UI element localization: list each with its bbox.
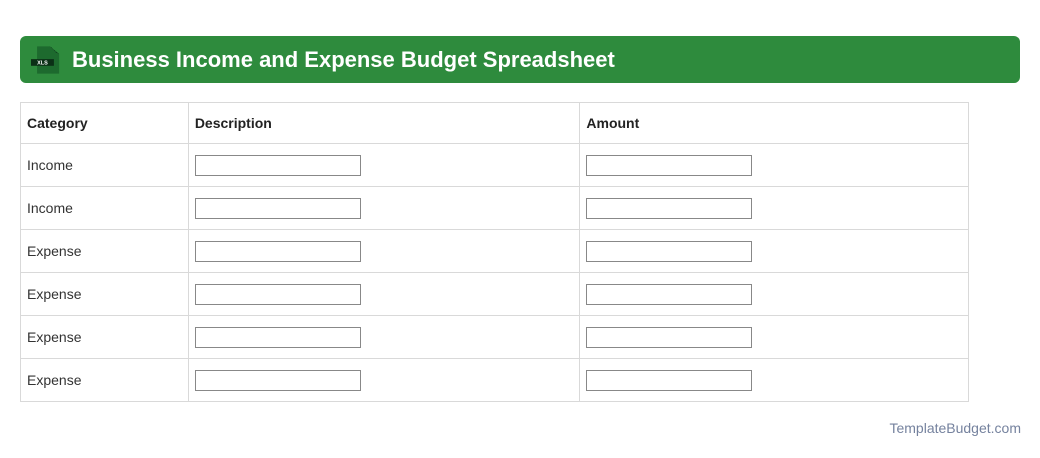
svg-text:XLS: XLS bbox=[37, 60, 48, 66]
